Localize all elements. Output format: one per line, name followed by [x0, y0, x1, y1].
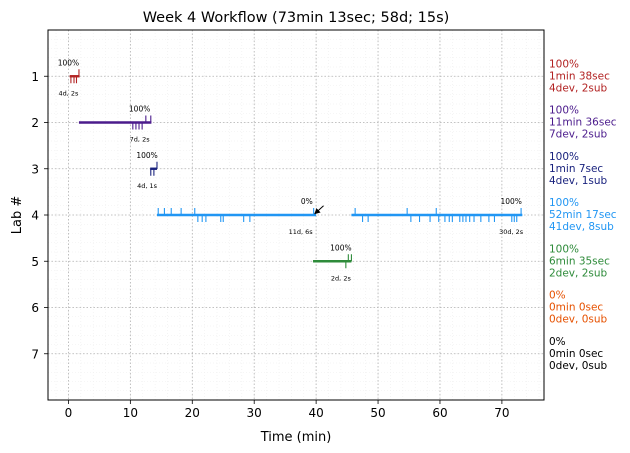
y-tick-label: 4: [31, 209, 39, 223]
lab-4-marks: 0% 11d, 6s 100% 30d, 2s: [156, 197, 524, 236]
lab-5-marks: 100% 2d, 2s: [313, 243, 352, 282]
lab-3-summary-line: 1min 7sec: [549, 163, 603, 175]
lab-4-arrow: [314, 205, 324, 215]
lab-1-summary-line: 4dev, 2sub: [549, 82, 608, 94]
chart-title: Week 4 Workflow (73min 13sec; 58d; 15s): [143, 10, 450, 26]
lab-4-annotation: 30d, 2s: [499, 228, 524, 236]
lab-6-summary-line: 0min 0sec: [549, 302, 603, 314]
lab-7-summary-line: 0dev, 0sub: [549, 360, 608, 372]
lab-6-summary-line: 0%: [549, 290, 566, 302]
lab-3-summary-line: 100%: [549, 151, 579, 163]
y-tick-label: 3: [31, 162, 39, 176]
x-tick-label: 10: [123, 406, 138, 420]
y-tick-label: 5: [31, 255, 39, 269]
lab-2-annotation: 7d, 2s: [130, 136, 151, 144]
lab-3-annotation: 100%: [136, 151, 157, 160]
lab-5-summary-line: 6min 35sec: [549, 255, 610, 267]
lab-4-summary-line: 41dev, 8sub: [549, 221, 614, 233]
lab-4-annotation: 100%: [500, 197, 521, 206]
y-tick-label: 1: [31, 70, 39, 84]
x-axis: 0 10 20 30 40 50 60 70: [65, 400, 510, 420]
lab-1-summary-line: 100%: [549, 58, 579, 70]
lab-7-summary-line: 0min 0sec: [549, 348, 603, 360]
lab-5-summary-line: 2dev, 2sub: [549, 267, 608, 279]
lab-3-marks: 100% 4d, 1s: [136, 151, 157, 190]
lab-5-annotation: 2d, 2s: [331, 274, 352, 282]
lab-1-annotation: 100%: [58, 58, 79, 67]
lab-2-marks: 100% 7d, 2s: [78, 105, 152, 144]
x-tick-label: 20: [185, 406, 200, 420]
lab-4-annotation: 11d, 6s: [289, 228, 314, 236]
lab-3-summary-line: 4dev, 1sub: [549, 175, 608, 187]
lab-2-summary-line: 11min 36sec: [549, 117, 617, 129]
lab-5-summary-line: 100%: [549, 243, 579, 255]
lab-4-summary-line: 100%: [549, 197, 579, 209]
y-tick-label: 7: [31, 347, 39, 361]
x-tick-label: 70: [494, 406, 509, 420]
y-tick-label: 2: [31, 116, 39, 130]
x-tick-label: 30: [247, 406, 262, 420]
y-axis-label: Lab #: [10, 196, 25, 235]
lab-1-marks: 100% 4d, 2s: [58, 58, 80, 97]
lab-7-summary-line: 0%: [549, 336, 566, 348]
x-axis-label: Time (min): [260, 430, 332, 445]
lab-6-summary-line: 0dev, 0sub: [549, 314, 608, 326]
lab-4-annotation: 0%: [301, 197, 313, 206]
x-tick-label: 60: [432, 406, 447, 420]
lab-5-annotation: 100%: [330, 243, 351, 252]
lab-2-summary-line: 7dev, 2sub: [549, 129, 608, 141]
x-tick-label: 50: [370, 406, 385, 420]
x-tick-label: 40: [308, 406, 323, 420]
x-tick-label: 0: [65, 406, 73, 420]
y-axis: 1 2 3 4 5 6 7: [31, 70, 48, 361]
lab-3-annotation: 4d, 1s: [137, 182, 158, 190]
lab-2-summary-line: 100%: [549, 105, 579, 117]
lab-1-annotation: 4d, 2s: [58, 89, 79, 97]
lab-2-annotation: 100%: [129, 105, 150, 114]
y-tick-label: 6: [31, 301, 39, 315]
lab-1-summary-line: 1min 38sec: [549, 70, 610, 82]
lab-4-summary-line: 52min 17sec: [549, 209, 617, 221]
marks: 100% 4d, 2s 100% 7d, 2s 100% 4d, 1s 0% 11d, 6s 1…: [58, 58, 524, 282]
